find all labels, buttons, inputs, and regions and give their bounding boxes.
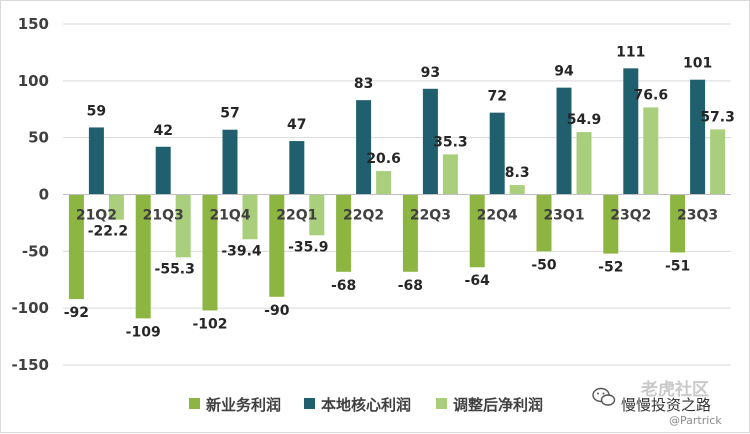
data-label-adjusted-net-23Q3: 57.3 bbox=[700, 109, 735, 125]
category-label-22Q3: 22Q3 bbox=[410, 208, 451, 224]
data-label-new-business-23Q2: -52 bbox=[598, 260, 623, 276]
bar-core-local-21Q3 bbox=[155, 146, 171, 195]
data-label-adjusted-net-22Q2: 20.6 bbox=[366, 151, 401, 167]
data-label-new-business-21Q3: -109 bbox=[126, 324, 161, 340]
category-labels: 21Q2 21Q3 21Q4 22Q1 22Q2 22Q3 22Q4 23Q1 23Q2 23Q3 bbox=[76, 208, 718, 224]
bar-core-local-22Q3 bbox=[422, 88, 438, 195]
data-label-new-business-22Q2: -68 bbox=[331, 278, 356, 294]
category-label-21Q2: 21Q2 bbox=[76, 208, 117, 224]
bar-adjusted-net-22Q4 bbox=[509, 185, 525, 195]
data-label-adjusted-net-22Q1: -35.9 bbox=[288, 239, 328, 255]
category-label-22Q4: 22Q4 bbox=[477, 208, 518, 224]
bar-adjusted-net-22Q2 bbox=[376, 171, 392, 195]
y-tick-label: 0 bbox=[39, 186, 49, 204]
bar-adjusted-net-21Q4 bbox=[242, 194, 258, 240]
legend-swatch-adjusted-net bbox=[436, 398, 447, 409]
bar-core-local-22Q2 bbox=[356, 100, 372, 195]
y-tick-label: -100 bbox=[11, 299, 49, 317]
data-label-adjusted-net-21Q3: -55.3 bbox=[155, 261, 195, 277]
bar-new-business-22Q2 bbox=[336, 194, 352, 272]
data-label-adjusted-net-21Q2: -22.2 bbox=[88, 224, 128, 240]
data-label-core-local-22Q1: 47 bbox=[287, 117, 306, 133]
bar-adjusted-net-22Q3 bbox=[442, 154, 458, 195]
bar-core-local-21Q4 bbox=[222, 129, 238, 195]
category-label-21Q4: 21Q4 bbox=[209, 208, 250, 224]
bar-adjusted-net-21Q3 bbox=[175, 194, 191, 258]
bar-core-local-22Q4 bbox=[489, 112, 505, 195]
bars bbox=[68, 68, 726, 319]
category-label-23Q3: 23Q3 bbox=[677, 208, 718, 224]
data-label-core-local-23Q1: 94 bbox=[554, 64, 574, 80]
category-label-23Q1: 23Q1 bbox=[543, 208, 584, 224]
bar-new-business-22Q1 bbox=[269, 194, 285, 297]
category-label-23Q2: 23Q2 bbox=[610, 208, 651, 224]
category-label-21Q3: 21Q3 bbox=[143, 208, 184, 224]
data-label-core-local-23Q2: 111 bbox=[616, 44, 645, 60]
legend: 新业务利润 本地核心利润 调整后净利润 bbox=[189, 396, 543, 414]
data-label-new-business-21Q4: -102 bbox=[192, 316, 227, 332]
bar-core-local-22Q1 bbox=[289, 141, 305, 195]
bar-adjusted-net-23Q1 bbox=[576, 132, 592, 195]
data-label-core-local-21Q3: 42 bbox=[153, 123, 172, 139]
bar-core-local-21Q2 bbox=[88, 127, 104, 195]
y-tick-label: 50 bbox=[28, 129, 49, 147]
bar-new-business-21Q3 bbox=[135, 194, 151, 319]
bar-new-business-23Q3 bbox=[670, 194, 686, 253]
y-tick-label: 150 bbox=[18, 15, 49, 33]
y-tick-label: -50 bbox=[22, 242, 49, 260]
category-label-22Q2: 22Q2 bbox=[343, 208, 384, 224]
y-tick-label: -150 bbox=[11, 356, 49, 374]
bar-adjusted-net-21Q2 bbox=[108, 194, 124, 220]
data-label-core-local-22Q2: 83 bbox=[354, 76, 373, 92]
watermark-account: 慢慢投资之路 bbox=[621, 396, 711, 414]
data-label-core-local-23Q3: 101 bbox=[683, 56, 712, 72]
data-label-adjusted-net-23Q2: 76.6 bbox=[634, 87, 669, 103]
bar-new-business-21Q4 bbox=[202, 194, 218, 311]
data-label-adjusted-net-21Q4: -39.4 bbox=[221, 243, 262, 259]
legend-swatch-new-business bbox=[189, 398, 200, 409]
data-label-adjusted-net-22Q4: 8.3 bbox=[505, 165, 530, 181]
y-axis: 150 100 50 0 -50 -100 -150 bbox=[11, 15, 49, 374]
bar-adjusted-net-23Q2 bbox=[643, 107, 659, 195]
data-labels: -92 59 -22.2 -109 42 -55.3 -102 57 -39.4 -90 47 -35… bbox=[64, 44, 735, 340]
watermark: 老虎社区 @Partrick 慢慢投资之路 bbox=[592, 379, 722, 427]
legend-label-core-local: 本地核心利润 bbox=[321, 396, 411, 414]
data-label-core-local-21Q4: 57 bbox=[220, 106, 239, 122]
bar-new-business-23Q1 bbox=[536, 194, 552, 252]
data-label-new-business-23Q3: -51 bbox=[665, 258, 690, 274]
watermark-handle: @Partrick bbox=[669, 414, 722, 427]
watermark-faint-text: 老虎社区 bbox=[640, 379, 709, 400]
data-label-adjusted-net-22Q3: 35.3 bbox=[433, 134, 468, 150]
legend-label-new-business: 新业务利润 bbox=[206, 396, 281, 414]
bar-core-local-23Q2 bbox=[623, 68, 639, 195]
bar-new-business-21Q2 bbox=[68, 194, 84, 300]
data-label-new-business-22Q4: -64 bbox=[465, 273, 491, 289]
data-label-core-local-22Q3: 93 bbox=[421, 65, 440, 81]
wechat-icon bbox=[592, 387, 616, 406]
legend-label-adjusted-net: 调整后净利润 bbox=[453, 396, 543, 414]
y-tick-label: 100 bbox=[18, 72, 49, 90]
data-label-core-local-21Q2: 59 bbox=[87, 103, 106, 119]
data-label-core-local-22Q4: 72 bbox=[487, 89, 506, 105]
bar-new-business-23Q2 bbox=[603, 194, 619, 254]
bar-new-business-22Q3 bbox=[402, 194, 418, 272]
legend-swatch-core-local bbox=[304, 398, 315, 409]
data-label-new-business-22Q1: -90 bbox=[264, 303, 290, 319]
bar-adjusted-net-23Q3 bbox=[710, 129, 726, 195]
category-label-22Q1: 22Q1 bbox=[276, 208, 317, 224]
data-label-adjusted-net-23Q1: 54.9 bbox=[567, 112, 602, 128]
bar-adjusted-net-22Q1 bbox=[309, 194, 325, 236]
data-label-new-business-21Q2: -92 bbox=[64, 305, 89, 321]
bar-core-local-23Q1 bbox=[556, 87, 572, 195]
bar-core-local-23Q3 bbox=[690, 79, 706, 195]
bar-new-business-22Q4 bbox=[469, 194, 485, 268]
data-label-new-business-23Q1: -50 bbox=[531, 257, 557, 273]
data-label-new-business-22Q3: -68 bbox=[398, 278, 423, 294]
